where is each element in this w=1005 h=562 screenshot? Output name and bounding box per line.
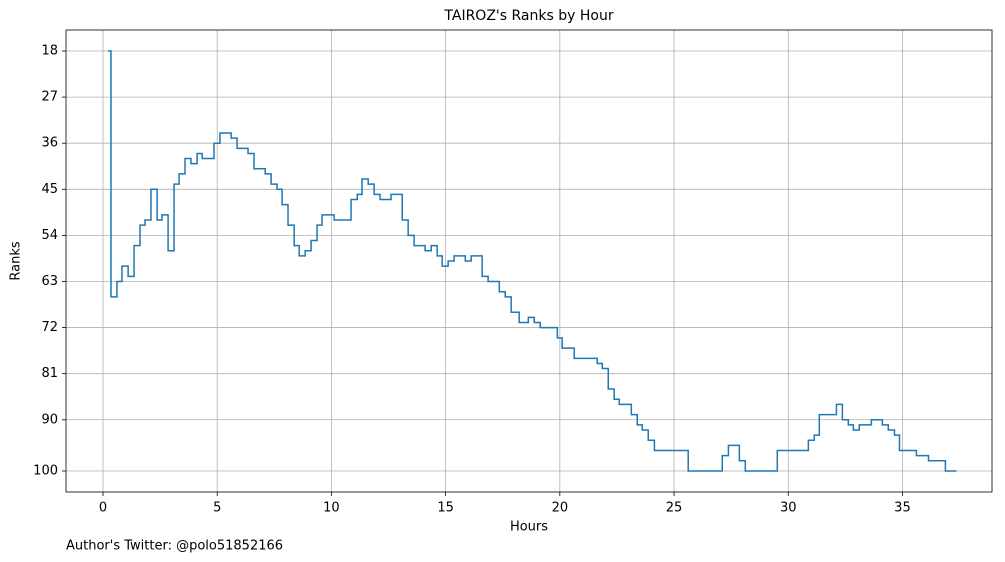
y-tick-label: 36: [41, 136, 58, 151]
y-tick-label: 90: [41, 412, 58, 427]
x-tick-label: 5: [213, 501, 221, 516]
y-tick-label: 18: [41, 44, 58, 59]
x-tick-label: 0: [99, 501, 107, 516]
x-tick-label: 35: [894, 501, 911, 516]
x-tick-label: 30: [780, 501, 797, 516]
x-tick-label: 10: [323, 501, 340, 516]
y-axis-label: Ranks: [9, 241, 24, 280]
y-tick-label: 54: [41, 228, 58, 243]
x-tick-label: 15: [437, 501, 454, 516]
y-tick-label: 72: [41, 320, 58, 335]
y-tick-label: 45: [41, 182, 58, 197]
plot-frame: [65, 29, 993, 493]
x-tick-label: 20: [552, 501, 569, 516]
rank-line: [108, 50, 957, 472]
y-tick-label: 81: [41, 366, 58, 381]
chart-title: TAIROZ's Ranks by Hour: [443, 8, 613, 24]
y-tick-label: 100: [33, 464, 58, 479]
x-axis-label: Hours: [510, 520, 548, 535]
x-tick-label: 25: [666, 501, 683, 516]
y-tick-label: 63: [41, 274, 58, 289]
y-tick-label: 27: [41, 90, 58, 105]
footer-note: Author's Twitter: @polo51852166: [66, 539, 283, 554]
